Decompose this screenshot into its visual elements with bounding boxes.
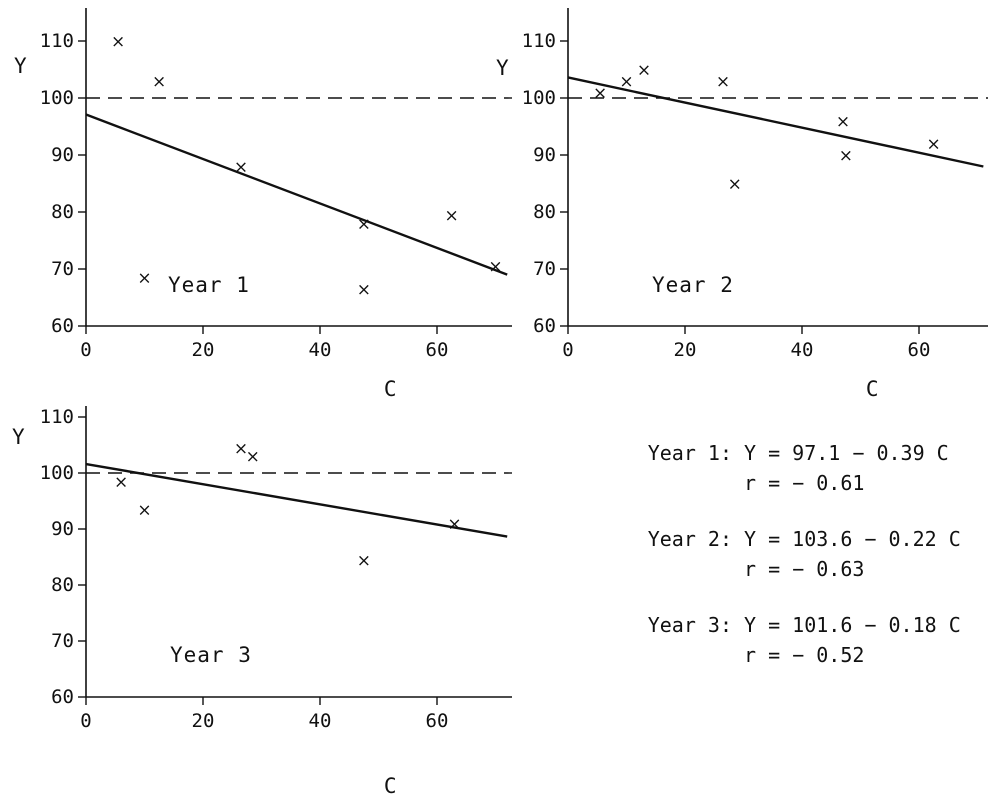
y-tick-label: 100: [40, 87, 74, 109]
data-point: ×: [445, 206, 459, 226]
data-point: ×: [114, 472, 128, 492]
data-point: ×: [488, 257, 502, 277]
data-point: ×: [111, 32, 125, 52]
regression-line: [567, 76, 984, 168]
data-point: ×: [927, 135, 941, 155]
data-point: ×: [152, 72, 166, 92]
data-point: ×: [619, 72, 633, 92]
x-tick-label: 0: [562, 339, 573, 361]
data-point: ×: [836, 112, 850, 132]
x-tick-label: 20: [192, 339, 215, 361]
panel-label: Year 1: [168, 273, 250, 297]
x-axis-label: C: [384, 774, 397, 798]
data-point: ×: [357, 214, 371, 234]
y-tick-label: 80: [51, 574, 74, 596]
equation-r: r = − 0.61: [744, 471, 864, 495]
x-tick-label: 0: [80, 710, 91, 732]
x-tick-label: 40: [309, 710, 332, 732]
x-tick-label: 20: [674, 339, 697, 361]
data-point: ×: [246, 447, 260, 467]
y-tick-label: 70: [533, 258, 556, 280]
y-tick-label: 90: [533, 144, 556, 166]
equation-label: Year 1:: [648, 441, 732, 465]
x-tick-label: 60: [426, 339, 449, 361]
equation-r: r = − 0.52: [744, 643, 864, 667]
y-tick-label: 60: [533, 315, 556, 337]
panel-year-1: 60 70 80 90 100 110 0 20 40 60 Y C × × × × × × × × Year 1: [14, 8, 512, 401]
y-tick-label: 100: [40, 462, 74, 484]
y-axis-label: Y: [14, 54, 27, 78]
regression-line: [85, 462, 508, 538]
y-tick-label: 110: [522, 30, 556, 52]
data-point: ×: [728, 175, 742, 195]
y-tick-label: 110: [40, 30, 74, 52]
equation-year-1: Year 1: Y = 97.1 − 0.39 C r = − 0.61: [648, 441, 949, 495]
y-tick-label: 60: [51, 315, 74, 337]
equation-formula: Y = 103.6 − 0.22 C: [744, 527, 961, 551]
x-tick-label: 60: [908, 339, 931, 361]
data-point: ×: [357, 280, 371, 300]
x-axis-label: C: [384, 377, 397, 401]
y-tick-label: 100: [522, 87, 556, 109]
data-point: ×: [593, 83, 607, 103]
x-tick-label: 0: [80, 339, 91, 361]
data-point: ×: [839, 146, 853, 166]
data-point: ×: [357, 551, 371, 571]
data-point: ×: [137, 500, 151, 520]
regression-line: [85, 113, 508, 276]
data-point: ×: [137, 269, 151, 289]
y-tick-label: 110: [40, 406, 74, 428]
panel-label: Year 2: [652, 273, 734, 297]
equation-r: r = − 0.63: [744, 557, 864, 581]
y-tick-label: 80: [51, 201, 74, 223]
equation-year-2: Year 2: Y = 103.6 − 0.22 C r = − 0.63: [648, 527, 961, 581]
data-point: ×: [234, 439, 248, 459]
equations-legend: Year 1: Y = 97.1 − 0.39 C r = − 0.61 Yea…: [648, 441, 961, 667]
equation-formula: Y = 97.1 − 0.39 C: [744, 441, 949, 465]
y-tick-label: 70: [51, 258, 74, 280]
y-tick-label: 60: [51, 686, 74, 708]
y-tick-label: 70: [51, 630, 74, 652]
y-axis-label: Y: [12, 425, 25, 449]
data-point: ×: [716, 72, 730, 92]
x-tick-label: 40: [791, 339, 814, 361]
equation-formula: Y = 101.6 − 0.18 C: [744, 613, 961, 637]
y-tick-label: 90: [51, 518, 74, 540]
data-point: ×: [234, 157, 248, 177]
equation-label: Year 2:: [648, 527, 732, 551]
y-tick-label: 80: [533, 201, 556, 223]
y-axis-label: Y: [496, 56, 509, 80]
equation-label: Year 3:: [648, 613, 732, 637]
data-point: ×: [637, 61, 651, 81]
x-tick-label: 40: [309, 339, 332, 361]
y-tick-label: 90: [51, 144, 74, 166]
panel-label: Year 3: [170, 643, 252, 667]
data-point: ×: [447, 514, 461, 534]
x-axis-label: C: [866, 377, 879, 401]
x-tick-label: 60: [426, 710, 449, 732]
equation-year-3: Year 3: Y = 101.6 − 0.18 C r = − 0.52: [648, 613, 961, 667]
x-tick-label: 20: [192, 710, 215, 732]
